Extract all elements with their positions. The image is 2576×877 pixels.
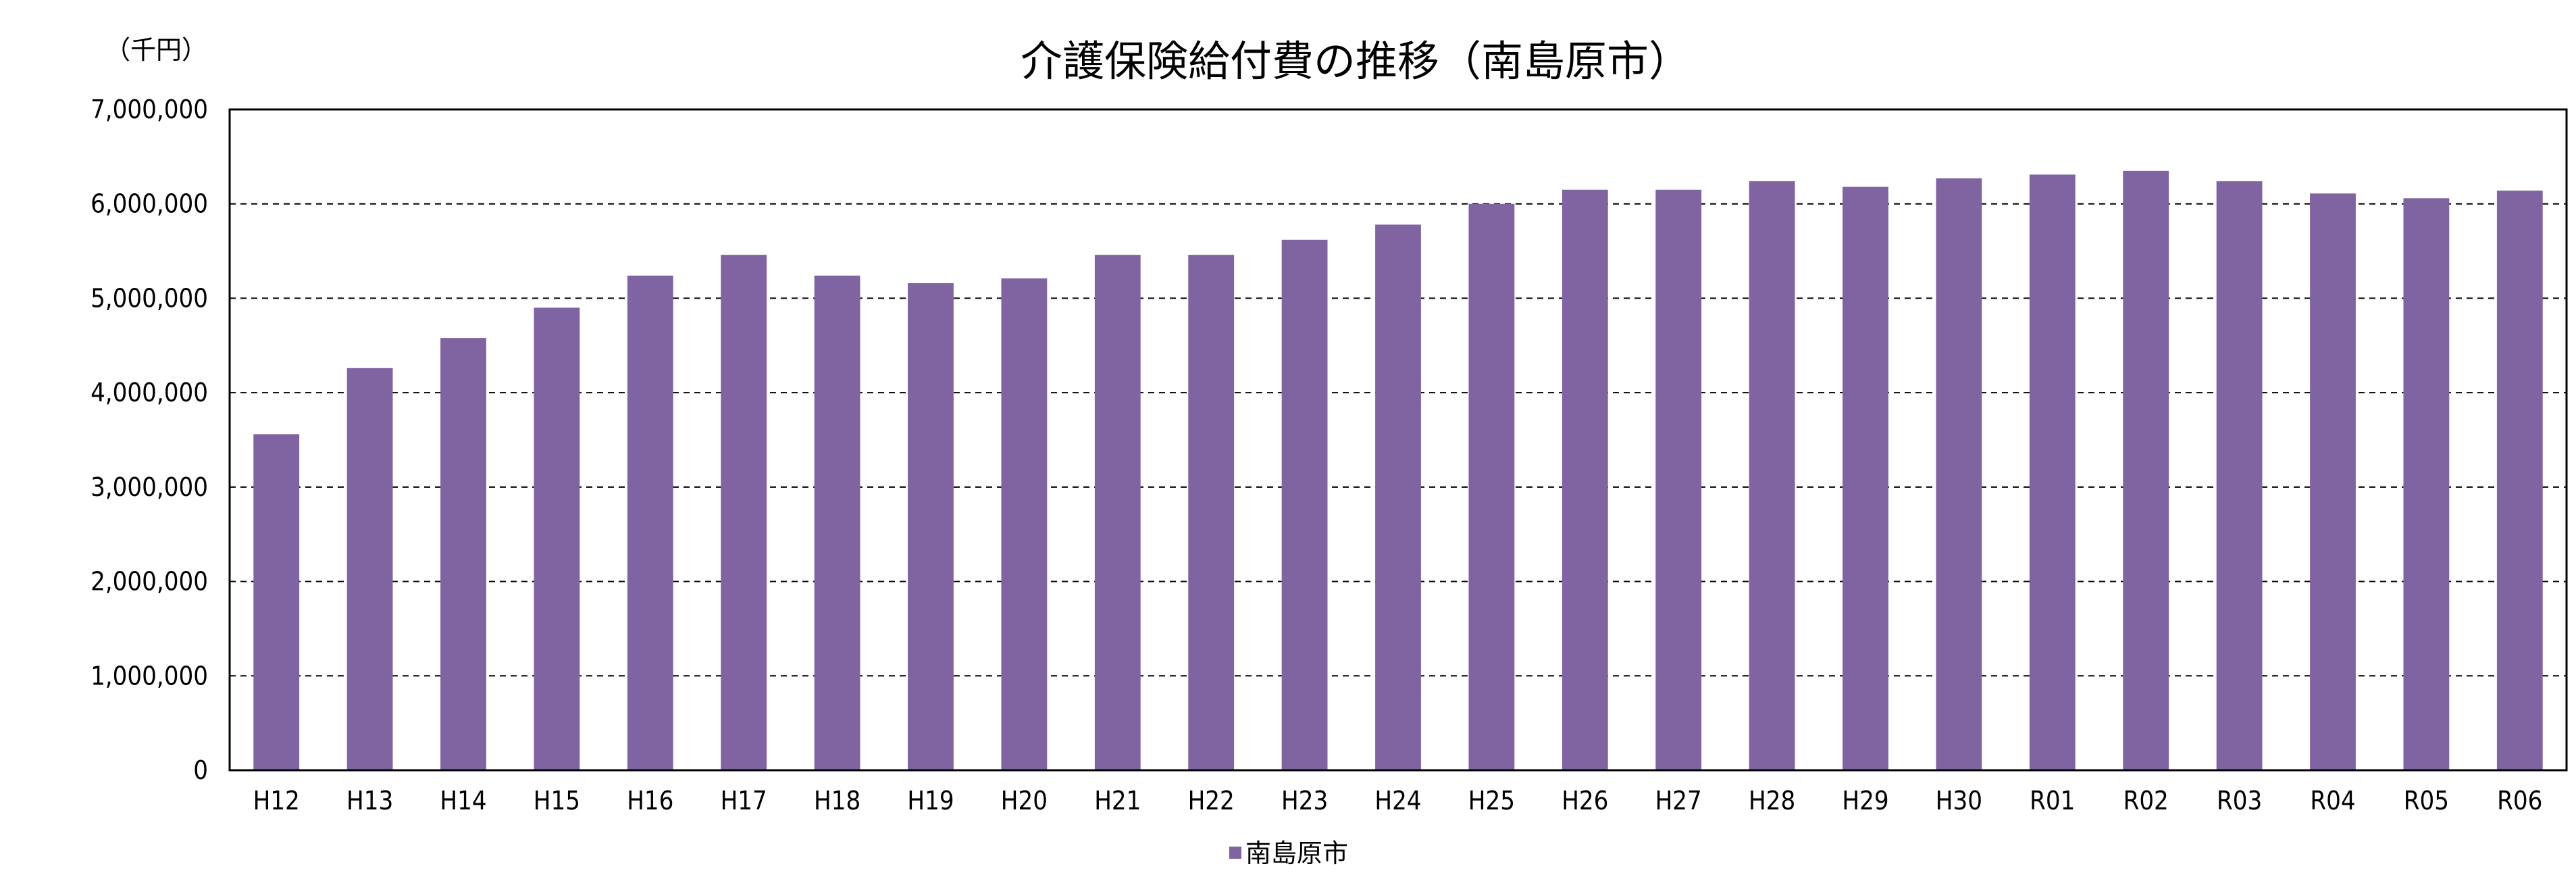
bar [2123,170,2169,771]
bar [253,434,300,770]
bar [1936,178,1982,770]
x-tick-label: H24 [1374,786,1421,816]
bar [1001,278,1048,770]
x-tick-label: H30 [1936,786,1982,816]
bar [1375,224,1421,770]
x-tick-label: H27 [1655,786,1702,816]
bar [627,275,673,770]
bar [1468,203,1515,770]
bar [2029,174,2076,771]
x-tick-label: H20 [1001,786,1048,816]
bar [2496,191,2543,770]
x-tick-label: R03 [2217,786,2262,816]
x-tick-label: H17 [721,786,767,816]
x-tick-label: R06 [2497,786,2542,816]
chart-title: 介護保険給付費の推移（南島原市） [1021,36,1691,86]
x-tick-label: R01 [2030,786,2075,816]
legend: 南島原市 [1229,838,1348,868]
legend-swatch [1229,847,1241,859]
x-tick-label: R02 [2123,786,2169,816]
bar [1188,255,1235,770]
bar [2310,193,2356,770]
y-tick-label: 2,000,000 [91,567,208,597]
x-tick-label: H22 [1188,786,1235,816]
bar [1562,189,1608,770]
bar [1094,255,1141,770]
x-tick-label: H18 [814,786,860,816]
y-tick-label: 7,000,000 [91,95,208,124]
bar [2403,198,2450,770]
x-tick-label: H25 [1468,786,1515,816]
x-tick-label: R04 [2310,786,2355,816]
y-axis-unit: （千円） [105,35,207,65]
x-tick-label: H15 [534,786,580,816]
x-tick-label: H19 [907,786,954,816]
bar [534,307,580,770]
bar [346,368,393,770]
x-tick-label: H28 [1749,786,1795,816]
legend-label: 南島原市 [1245,838,1348,868]
x-tick-label: H23 [1281,786,1328,816]
bar [1749,181,1795,770]
bar [440,338,486,770]
bar [1843,186,1888,771]
bar [814,275,860,770]
x-tick-label: H13 [346,786,393,816]
x-tick-label: H14 [440,786,486,816]
y-axis-tick-labels: 0 1,000,000 2,000,000 3,000,000 4,000,000 5,0… [91,95,208,785]
bar [2216,181,2263,770]
y-tick-label: 1,000,000 [91,661,208,691]
x-tick-label: H16 [627,786,673,816]
x-tick-label: H12 [253,786,300,816]
bar [721,255,767,770]
plot-area-border [228,108,2568,772]
y-tick-label: 3,000,000 [91,472,208,502]
x-tick-label: R05 [2404,786,2449,816]
y-tick-label: 5,000,000 [91,283,208,313]
bar [1281,239,1328,770]
bar-series [253,170,2543,771]
x-tick-label: H21 [1094,786,1141,816]
bar [908,283,954,770]
x-tick-label: H29 [1842,786,1888,816]
y-tick-label: 4,000,000 [91,378,208,407]
x-tick-label: H26 [1562,786,1608,816]
x-axis-tick-labels: H12 H13 H14 H15 H16 H17 H18 H19 H20 H21 H22 H23 H24 H… [253,786,2543,816]
y-tick-label: 0 [193,755,208,785]
y-tick-label: 6,000,000 [91,189,208,219]
bar [1655,189,1702,770]
